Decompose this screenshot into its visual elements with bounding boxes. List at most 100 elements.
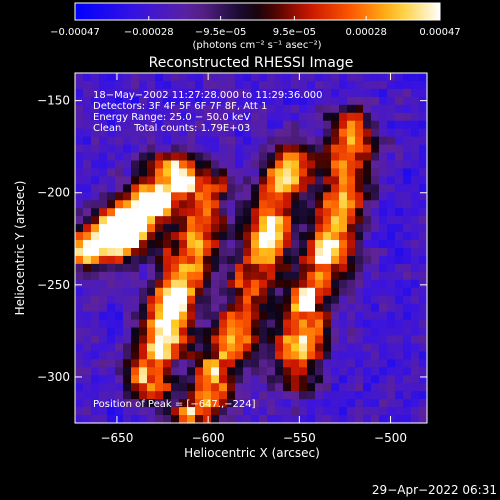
heatmap-pixel xyxy=(203,200,212,209)
heatmap-pixel xyxy=(123,192,132,201)
heatmap-pixel xyxy=(227,375,236,384)
heatmap-pixel xyxy=(347,359,356,368)
heatmap-pixel xyxy=(227,112,236,122)
heatmap-pixel xyxy=(131,80,140,90)
heatmap-pixel xyxy=(267,351,276,360)
heatmap-pixel xyxy=(403,160,412,170)
heatmap-pixel xyxy=(99,112,108,122)
heatmap-pixel xyxy=(347,144,356,154)
heatmap-pixel xyxy=(123,80,132,90)
heatmap-pixel xyxy=(387,224,396,233)
heatmap-pixel xyxy=(307,176,316,185)
heatmap-pixel xyxy=(99,160,108,170)
heatmap-pixel xyxy=(203,240,212,249)
heatmap-pixel xyxy=(227,168,236,177)
heatmap-pixel xyxy=(243,263,252,273)
heatmap-pixel xyxy=(99,176,108,185)
heatmap-pixel xyxy=(243,112,252,122)
heatmap-pixel xyxy=(251,208,260,217)
heatmap-pixel xyxy=(275,73,284,82)
heatmap-pixel xyxy=(83,144,92,154)
heatmap-pixel xyxy=(411,263,420,273)
heatmap-pixel xyxy=(275,224,284,233)
heatmap-pixel xyxy=(379,152,388,162)
heatmap-pixel xyxy=(315,248,324,257)
heatmap-pixel xyxy=(387,168,396,177)
heatmap-pixel xyxy=(411,415,420,424)
heatmap-pixel xyxy=(339,136,348,146)
heatmap-pixel xyxy=(147,152,156,162)
heatmap-pixel xyxy=(163,160,172,170)
heatmap-pixel xyxy=(243,399,252,408)
heatmap-pixel xyxy=(147,232,156,241)
heatmap-pixel xyxy=(243,367,252,376)
heatmap-pixel xyxy=(403,415,412,424)
heatmap-pixel xyxy=(155,168,164,177)
heatmap-pixel xyxy=(283,73,292,82)
heatmap-pixel xyxy=(299,88,308,98)
heatmap-pixel xyxy=(75,208,84,217)
heatmap-pixel xyxy=(283,295,292,305)
heatmap-pixel xyxy=(267,399,276,408)
heatmap-pixel xyxy=(83,216,92,225)
heatmap-pixel xyxy=(83,208,92,217)
heatmap-pixel xyxy=(291,351,300,360)
heatmap-pixel xyxy=(323,263,332,273)
heatmap-pixel xyxy=(75,104,84,114)
heatmap-pixel xyxy=(275,335,284,345)
heatmap-pixel xyxy=(283,224,292,233)
heatmap-pixel xyxy=(411,391,420,400)
heatmap-pixel xyxy=(219,415,228,424)
heatmap-pixel xyxy=(115,184,124,193)
heatmap-pixel xyxy=(147,263,156,273)
heatmap-pixel xyxy=(107,279,116,289)
heatmap-pixel xyxy=(299,144,308,154)
heatmap-pixel xyxy=(171,136,180,146)
heatmap-pixel xyxy=(211,415,220,424)
heatmap-pixel xyxy=(75,319,84,329)
heatmap-pixel xyxy=(323,144,332,154)
heatmap-pixel xyxy=(99,136,108,146)
heatmap-pixel xyxy=(147,208,156,217)
heatmap-pixel xyxy=(203,327,212,337)
heatmap-pixel xyxy=(163,144,172,154)
heatmap-pixel xyxy=(83,271,92,281)
heatmap-pixel xyxy=(83,232,92,241)
colorbar-ticks: −0.00047 −0.00028 −9.5e−05 9.5e−05 0.00028 0.… xyxy=(50,16,461,38)
heatmap-pixel xyxy=(99,120,108,130)
heatmap-pixel xyxy=(419,176,428,185)
heatmap-pixel xyxy=(219,120,228,130)
heatmap-pixel xyxy=(123,104,132,114)
heatmap-pixel xyxy=(299,287,308,297)
heatmap-pixel xyxy=(315,327,324,337)
heatmap-pixel xyxy=(99,184,108,193)
heatmap-pixel xyxy=(139,367,148,376)
heatmap-pixel xyxy=(347,279,356,289)
heatmap-pixel xyxy=(195,255,204,265)
heatmap-pixel xyxy=(371,168,380,177)
heatmap-pixel xyxy=(203,104,212,114)
heatmap-pixel xyxy=(131,200,140,209)
heatmap-pixel xyxy=(291,335,300,345)
heatmap-pixel xyxy=(107,367,116,376)
heatmap-pixel xyxy=(275,208,284,217)
heatmap-pixel xyxy=(387,415,396,424)
heatmap-pixel xyxy=(171,168,180,177)
heatmap-pixel xyxy=(171,144,180,154)
heatmap-pixel xyxy=(163,327,172,337)
heatmap-pixel xyxy=(123,319,132,329)
heatmap-pixel xyxy=(99,80,108,90)
heatmap-pixel xyxy=(371,73,380,82)
heatmap-pixel xyxy=(195,271,204,281)
heatmap-pixel xyxy=(179,184,188,193)
heatmap-pixel xyxy=(259,160,268,170)
heatmap-pixel xyxy=(355,255,364,265)
heatmap-pixel xyxy=(227,232,236,241)
heatmap-pixel xyxy=(139,120,148,130)
heatmap-pixel xyxy=(83,335,92,345)
heatmap-pixel xyxy=(259,391,268,400)
heatmap-pixel xyxy=(147,160,156,170)
heatmap-pixel xyxy=(267,295,276,305)
heatmap-pixel xyxy=(283,192,292,201)
heatmap-pixel xyxy=(323,295,332,305)
